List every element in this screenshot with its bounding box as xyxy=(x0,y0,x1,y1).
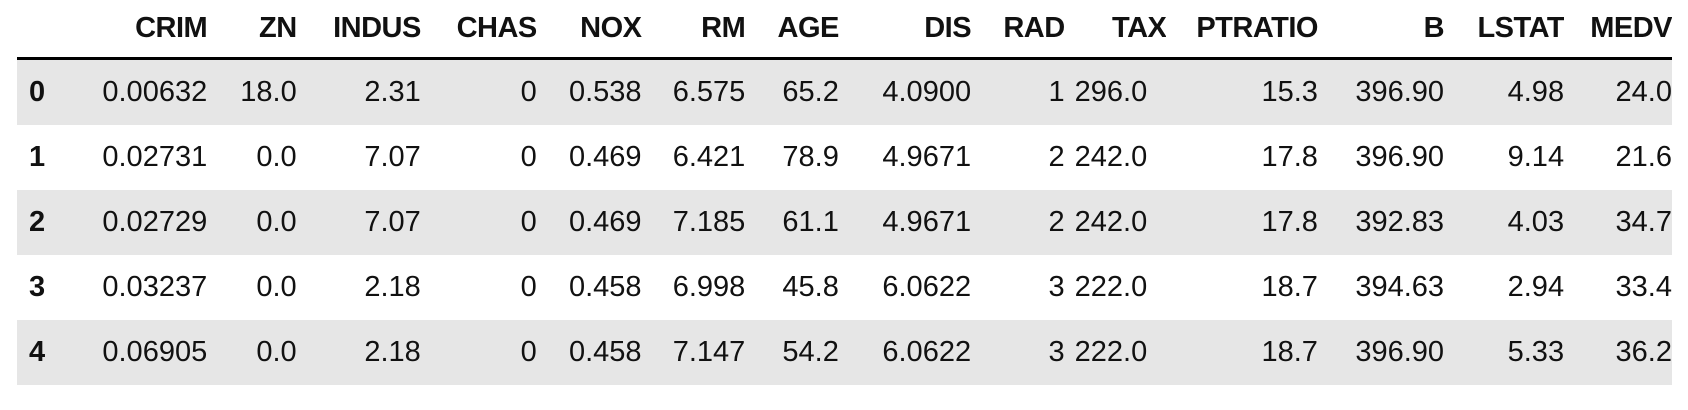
cell-rad: 1 xyxy=(1048,76,1065,108)
column-header-tax: TAX xyxy=(1064,0,1167,60)
table-row: 4 0.06905 0.0 2.18 0 0.458 7.147 54.2 6.… xyxy=(17,320,1672,385)
cell-age: 45.8 xyxy=(782,271,839,303)
cell-zn: 0.0 xyxy=(256,141,297,173)
cell-tax: 242.0 xyxy=(1074,206,1148,238)
cell-rm: 6.421 xyxy=(672,141,746,173)
row-index: 4 xyxy=(29,336,46,368)
cell-chas: 0 xyxy=(520,336,537,368)
column-header-medv: MEDV xyxy=(1564,0,1672,60)
cell-zn: 18.0 xyxy=(240,76,297,108)
table-row: 1 0.02731 0.0 7.07 0 0.469 6.421 78.9 4.… xyxy=(17,125,1672,190)
cell-indus: 2.18 xyxy=(364,336,421,368)
cell-rm: 7.185 xyxy=(672,206,746,238)
cell-zn: 0.0 xyxy=(256,206,297,238)
cell-dis: 4.9671 xyxy=(882,206,972,238)
cell-tax: 296.0 xyxy=(1074,76,1148,108)
column-header-zn: ZN xyxy=(207,0,297,60)
column-header-ptratio: PTRATIO xyxy=(1166,0,1318,60)
cell-crim: 0.03237 xyxy=(102,271,208,303)
table-row: 2 0.02729 0.0 7.07 0 0.469 7.185 61.1 4.… xyxy=(17,190,1672,255)
cell-lstat: 4.98 xyxy=(1507,76,1565,108)
column-header-age: AGE xyxy=(745,0,839,60)
index-header xyxy=(17,0,79,60)
cell-age: 54.2 xyxy=(782,336,839,368)
cell-zn: 0.0 xyxy=(256,336,297,368)
cell-lstat: 9.14 xyxy=(1507,141,1565,173)
column-header-chas: CHAS xyxy=(420,0,537,60)
cell-rad: 3 xyxy=(1048,336,1065,368)
cell-age: 65.2 xyxy=(782,76,839,108)
cell-b: 394.63 xyxy=(1355,271,1445,303)
row-index: 3 xyxy=(29,271,46,303)
cell-chas: 0 xyxy=(520,141,537,173)
cell-crim: 0.02731 xyxy=(102,141,208,173)
column-header-rad: RAD xyxy=(971,0,1065,60)
cell-medv: 21.6 xyxy=(1615,141,1672,173)
cell-medv: 33.4 xyxy=(1615,271,1672,303)
cell-medv: 34.7 xyxy=(1615,206,1672,238)
cell-nox: 0.469 xyxy=(568,141,642,173)
table-row: 0 0.00632 18.0 2.31 0 0.538 6.575 65.2 4… xyxy=(17,58,1672,125)
cell-rad: 2 xyxy=(1048,141,1065,173)
cell-indus: 2.18 xyxy=(364,271,421,303)
cell-rm: 6.575 xyxy=(672,76,746,108)
cell-rad: 2 xyxy=(1048,206,1065,238)
column-header-nox: NOX xyxy=(536,0,642,60)
cell-lstat: 4.03 xyxy=(1507,206,1565,238)
cell-indus: 7.07 xyxy=(364,206,421,238)
cell-crim: 0.06905 xyxy=(102,336,208,368)
cell-nox: 0.538 xyxy=(568,76,642,108)
column-header-dis: DIS xyxy=(838,0,972,60)
column-header-lstat: LSTAT xyxy=(1444,0,1565,60)
column-header-b: B xyxy=(1317,0,1445,60)
cell-chas: 0 xyxy=(520,271,537,303)
cell-age: 61.1 xyxy=(782,206,839,238)
column-header-indus: INDUS xyxy=(296,0,421,60)
cell-indus: 2.31 xyxy=(364,76,421,108)
cell-lstat: 5.33 xyxy=(1507,336,1565,368)
cell-tax: 222.0 xyxy=(1074,271,1148,303)
cell-b: 392.83 xyxy=(1355,206,1445,238)
cell-crim: 0.02729 xyxy=(102,206,208,238)
table-row: 3 0.03237 0.0 2.18 0 0.458 6.998 45.8 6.… xyxy=(17,255,1672,320)
table-body: 0 0.00632 18.0 2.31 0 0.538 6.575 65.2 4… xyxy=(17,58,1672,385)
cell-ptratio: 18.7 xyxy=(1261,336,1318,368)
cell-age: 78.9 xyxy=(782,141,839,173)
cell-dis: 6.0622 xyxy=(882,271,972,303)
row-index: 2 xyxy=(29,206,46,238)
cell-chas: 0 xyxy=(520,206,537,238)
cell-dis: 4.9671 xyxy=(882,141,972,173)
row-index: 1 xyxy=(29,141,46,173)
cell-b: 396.90 xyxy=(1355,336,1445,368)
table-header: CRIM ZN INDUS CHAS NOX RM AGE DIS RAD TA… xyxy=(17,0,1672,60)
header-row: CRIM ZN INDUS CHAS NOX RM AGE DIS RAD TA… xyxy=(17,0,1672,60)
row-index: 0 xyxy=(29,76,46,108)
cell-ptratio: 17.8 xyxy=(1261,141,1318,173)
cell-medv: 24.0 xyxy=(1615,76,1672,108)
cell-tax: 242.0 xyxy=(1074,141,1148,173)
cell-indus: 7.07 xyxy=(364,141,421,173)
cell-crim: 0.00632 xyxy=(102,76,208,108)
cell-chas: 0 xyxy=(520,76,537,108)
cell-ptratio: 15.3 xyxy=(1261,76,1318,108)
cell-b: 396.90 xyxy=(1355,76,1445,108)
column-header-rm: RM xyxy=(641,0,746,60)
cell-nox: 0.458 xyxy=(568,271,642,303)
cell-zn: 0.0 xyxy=(256,271,297,303)
cell-ptratio: 18.7 xyxy=(1261,271,1318,303)
cell-medv: 36.2 xyxy=(1615,336,1672,368)
dataframe-table: CRIM ZN INDUS CHAS NOX RM AGE DIS RAD TA… xyxy=(17,0,1672,385)
cell-rm: 6.998 xyxy=(672,271,746,303)
cell-b: 396.90 xyxy=(1355,141,1445,173)
cell-rad: 3 xyxy=(1048,271,1065,303)
cell-tax: 222.0 xyxy=(1074,336,1148,368)
column-header-crim: CRIM xyxy=(78,0,208,60)
cell-nox: 0.458 xyxy=(568,336,642,368)
cell-ptratio: 17.8 xyxy=(1261,206,1318,238)
cell-rm: 7.147 xyxy=(672,336,746,368)
cell-dis: 4.0900 xyxy=(882,76,972,108)
cell-dis: 6.0622 xyxy=(882,336,972,368)
cell-nox: 0.469 xyxy=(568,206,642,238)
cell-lstat: 2.94 xyxy=(1507,271,1565,303)
